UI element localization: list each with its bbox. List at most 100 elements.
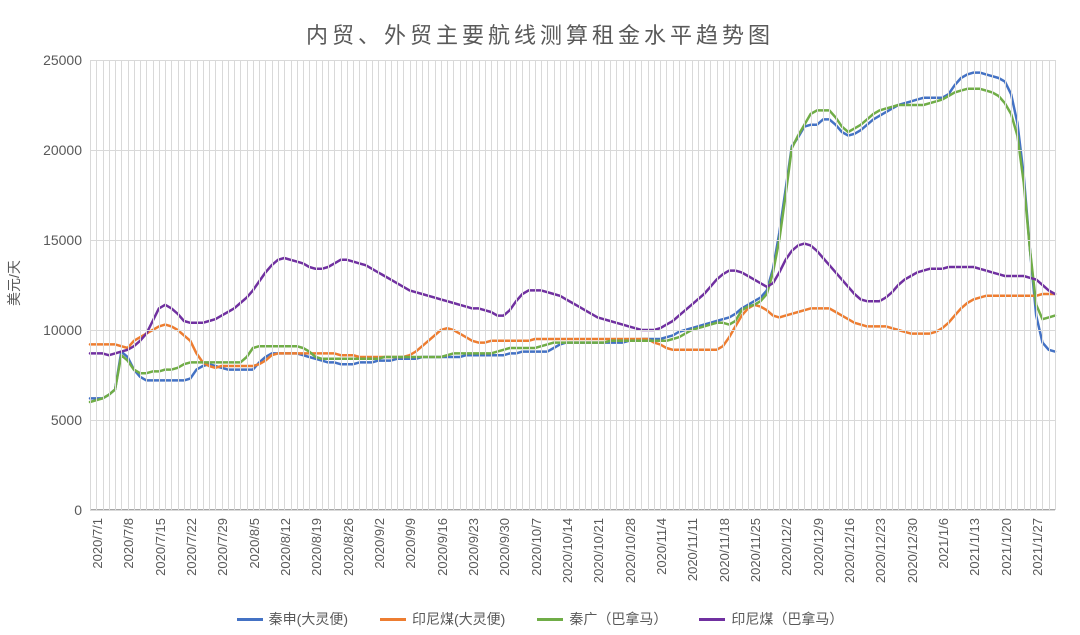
- grid-line-v: [297, 60, 298, 510]
- legend: 秦申(大灵便)印尼煤(大灵便)秦广（巴拿马）印尼煤（巴拿马）: [0, 609, 1080, 629]
- legend-item: 秦广（巴拿马）: [537, 609, 667, 629]
- grid-line-v: [278, 60, 279, 510]
- grid-line-v: [109, 60, 110, 510]
- y-tick-label: 10000: [43, 322, 82, 338]
- grid-line-v: [309, 60, 310, 510]
- legend-swatch: [537, 618, 563, 621]
- grid-line-v: [422, 60, 423, 510]
- grid-line-v: [673, 60, 674, 510]
- grid-line-v: [171, 60, 172, 510]
- grid-line-v: [291, 60, 292, 510]
- grid-line-v: [610, 60, 611, 510]
- grid-line-v: [573, 60, 574, 510]
- grid-line-v: [999, 60, 1000, 510]
- x-tick-label: 2020/9/9: [403, 518, 418, 569]
- grid-line-v: [479, 60, 480, 510]
- grid-line-v: [128, 60, 129, 510]
- grid-line-v: [253, 60, 254, 510]
- grid-line-v: [1055, 60, 1056, 510]
- grid-line-v: [729, 60, 730, 510]
- grid-line-v: [497, 60, 498, 510]
- x-tick-label: 2021/1/6: [936, 518, 951, 569]
- x-tick-label: 2020/12/16: [842, 518, 857, 583]
- grid-line-v: [685, 60, 686, 510]
- grid-line-v: [165, 60, 166, 510]
- grid-line-v: [397, 60, 398, 510]
- grid-line-v: [316, 60, 317, 510]
- grid-line-v: [786, 60, 787, 510]
- grid-line-v: [535, 60, 536, 510]
- grid-line-v: [692, 60, 693, 510]
- grid-line-v: [334, 60, 335, 510]
- grid-line-v: [472, 60, 473, 510]
- y-tick-label: 20000: [43, 142, 82, 158]
- grid-line-v: [629, 60, 630, 510]
- grid-line-v: [1049, 60, 1050, 510]
- legend-label: 秦申(大灵便): [269, 609, 348, 629]
- x-tick-label: 2021/1/20: [999, 518, 1014, 576]
- grid-line-v: [90, 60, 91, 510]
- grid-line-v: [159, 60, 160, 510]
- x-tick-label: 2020/8/26: [341, 518, 356, 576]
- grid-line-v: [359, 60, 360, 510]
- chart-container: 内贸、外贸主要航线测算租金水平趋势图 美元/天 0500010000150002…: [0, 0, 1080, 635]
- grid-line-v: [385, 60, 386, 510]
- grid-line-v: [153, 60, 154, 510]
- y-axis-label: 美元/天: [4, 260, 24, 306]
- y-tick-label: 0: [74, 502, 82, 518]
- grid-line-v: [648, 60, 649, 510]
- grid-line-v: [203, 60, 204, 510]
- grid-line-v: [240, 60, 241, 510]
- grid-line-v: [447, 60, 448, 510]
- grid-line-v: [247, 60, 248, 510]
- x-tick-label: 2020/8/19: [309, 518, 324, 576]
- grid-line-v: [366, 60, 367, 510]
- grid-line-v: [986, 60, 987, 510]
- x-tick-label: 2020/12/30: [905, 518, 920, 583]
- grid-line-v: [372, 60, 373, 510]
- grid-line-v: [510, 60, 511, 510]
- grid-line-v: [1017, 60, 1018, 510]
- grid-line-v: [798, 60, 799, 510]
- grid-line-v: [974, 60, 975, 510]
- y-tick-label: 5000: [51, 412, 82, 428]
- grid-line-v: [441, 60, 442, 510]
- grid-line-v: [723, 60, 724, 510]
- grid-line-v: [666, 60, 667, 510]
- grid-line-v: [485, 60, 486, 510]
- grid-line-v: [541, 60, 542, 510]
- x-tick-label: 2020/8/5: [247, 518, 262, 569]
- grid-line-v: [178, 60, 179, 510]
- grid-line-v: [284, 60, 285, 510]
- grid-line-v: [341, 60, 342, 510]
- grid-line-v: [554, 60, 555, 510]
- x-tick-label: 2020/10/14: [560, 518, 575, 583]
- grid-line-v: [1030, 60, 1031, 510]
- grid-line-v: [911, 60, 912, 510]
- grid-line-v: [190, 60, 191, 510]
- grid-line-v: [898, 60, 899, 510]
- legend-item: 秦申(大灵便): [237, 609, 348, 629]
- legend-label: 印尼煤(大灵便): [412, 609, 505, 629]
- x-tick-label: 2021/1/13: [967, 518, 982, 576]
- grid-line-v: [1042, 60, 1043, 510]
- grid-line-v: [792, 60, 793, 510]
- chart-title: 内贸、外贸主要航线测算租金水平趋势图: [0, 18, 1080, 50]
- grid-line-v: [710, 60, 711, 510]
- grid-line-v: [547, 60, 548, 510]
- grid-line-v: [598, 60, 599, 510]
- grid-line-v: [234, 60, 235, 510]
- grid-line-v: [529, 60, 530, 510]
- grid-line-v: [322, 60, 323, 510]
- grid-line-v: [347, 60, 348, 510]
- grid-line-v: [435, 60, 436, 510]
- grid-line-v: [930, 60, 931, 510]
- grid-line-v: [748, 60, 749, 510]
- grid-line-v: [804, 60, 805, 510]
- grid-line-v: [616, 60, 617, 510]
- x-tick-label: 2021/1/27: [1030, 518, 1045, 576]
- grid-line-v: [428, 60, 429, 510]
- grid-line-v: [942, 60, 943, 510]
- grid-line-v: [861, 60, 862, 510]
- x-tick-label: 2020/11/25: [748, 518, 763, 582]
